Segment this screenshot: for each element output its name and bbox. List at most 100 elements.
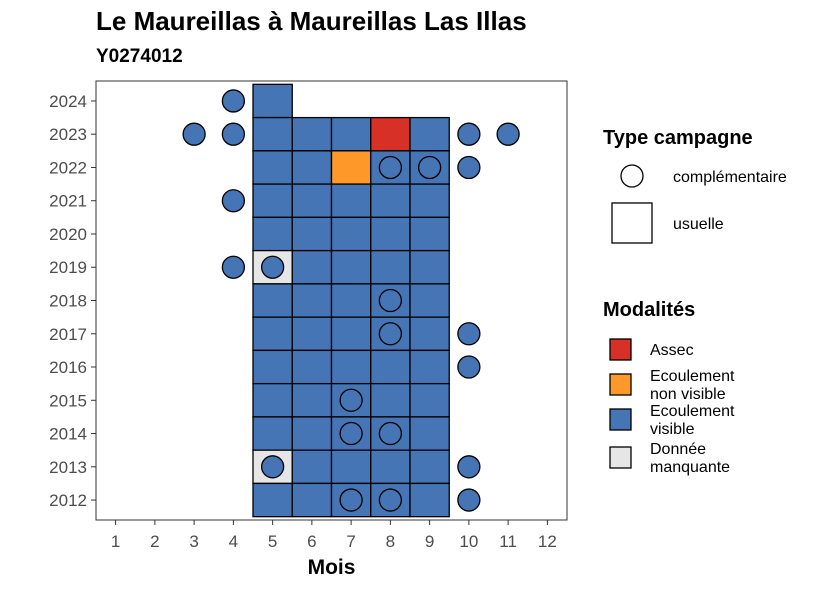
square-cell (409, 316, 450, 352)
square-cell (370, 249, 411, 285)
square-cell (291, 283, 333, 318)
circle-point (496, 122, 520, 146)
square-cell (330, 116, 372, 152)
square-cell (291, 150, 333, 185)
square-cell (291, 382, 333, 418)
square-cell (291, 316, 333, 352)
circle-point (378, 322, 403, 346)
square-cell (330, 216, 372, 252)
circle-point (260, 455, 285, 479)
y-tick-label: 2016 (49, 358, 87, 377)
square-cell (409, 416, 450, 451)
circle-point (457, 455, 481, 479)
x-tick-label: 4 (229, 532, 238, 551)
circle-point (457, 488, 481, 512)
square-cell (252, 316, 293, 352)
square-cell (330, 249, 372, 285)
circle-point (339, 488, 363, 512)
square-cell (291, 249, 333, 285)
x-tick-label: 9 (425, 532, 434, 551)
circle-point (339, 421, 363, 446)
square-cell (409, 116, 450, 152)
square-cell (330, 316, 372, 352)
y-tick-label: 2024 (49, 92, 87, 111)
y-tick-label: 2020 (49, 225, 87, 244)
circle-point (457, 355, 481, 379)
legend-key-swatch (609, 338, 632, 361)
square-cell (409, 349, 450, 385)
legend-circle-symbol (620, 164, 644, 188)
circle-point (378, 488, 403, 512)
legend-key-label: Assec (650, 342, 694, 359)
y-tick-label: 2023 (49, 125, 87, 144)
square-cell (291, 449, 333, 485)
square-cell (370, 349, 411, 385)
y-tick-label: 2019 (49, 258, 87, 277)
circle-point (378, 288, 403, 313)
legend-key-label: Ecoulement (650, 368, 735, 385)
x-tick-label: 2 (150, 532, 159, 551)
square-cell (252, 482, 293, 518)
x-tick-label: 11 (499, 532, 517, 551)
square-cell (252, 150, 293, 185)
square-cell (370, 116, 411, 152)
x-tick-label: 6 (307, 532, 316, 551)
circle-point (378, 421, 403, 446)
x-tick-label: 1 (111, 532, 120, 551)
square-cell (252, 283, 293, 318)
y-tick-label: 2015 (49, 391, 87, 410)
circle-point (221, 89, 246, 113)
square-cell (252, 216, 293, 252)
circle-point (378, 155, 403, 180)
legend-key-swatch (609, 408, 632, 431)
x-tick-label: 5 (268, 532, 277, 551)
y-tick-label: 2021 (49, 192, 87, 211)
square-cell (330, 183, 372, 219)
legend-key-label: manquante (650, 459, 730, 476)
legend-key-label: Ecoulement (650, 403, 735, 420)
y-tick-label: 2014 (49, 425, 87, 444)
x-tick-label: 8 (386, 532, 395, 551)
legend-key-swatch (609, 446, 632, 469)
circle-point (457, 155, 481, 180)
legend-key-label: non visible (650, 386, 726, 403)
y-tick-label: 2017 (49, 325, 87, 344)
circle-point (221, 189, 246, 213)
circle-point (457, 122, 481, 146)
circle-point (221, 255, 246, 279)
square-cell (409, 216, 450, 252)
y-tick-label: 2012 (49, 491, 87, 510)
square-cell (291, 116, 333, 152)
x-tick-label: 10 (459, 532, 478, 551)
square-cell (409, 249, 450, 285)
legend-modalites-title: Modalités (603, 299, 695, 321)
square-cell (409, 449, 450, 485)
x-axis-title: Mois (308, 556, 356, 579)
y-tick-label: 2022 (49, 158, 87, 177)
square-cell (409, 283, 450, 318)
circle-point (221, 122, 246, 146)
square-cell (370, 449, 411, 485)
square-cell (291, 349, 333, 385)
square-cell (252, 183, 293, 219)
square-cell (291, 482, 333, 518)
square-cell (252, 416, 293, 451)
legend-key-swatch (609, 373, 632, 396)
legend-type-title: Type campagne (603, 127, 753, 149)
square-cell (252, 83, 293, 119)
legend-type-label: complémentaire (673, 169, 787, 186)
square-cell (252, 382, 293, 418)
circle-point (417, 155, 442, 180)
square-cell (252, 349, 293, 385)
circle-point (182, 122, 206, 146)
chart-title: Le Maureillas à Maureillas Las Illas (96, 6, 527, 36)
square-cell (409, 482, 450, 518)
square-cell (330, 349, 372, 385)
square-cell (291, 183, 333, 219)
legend-square-symbol (611, 202, 653, 244)
x-tick-label: 12 (538, 532, 557, 551)
square-cell (370, 183, 411, 219)
square-cell (370, 216, 411, 252)
